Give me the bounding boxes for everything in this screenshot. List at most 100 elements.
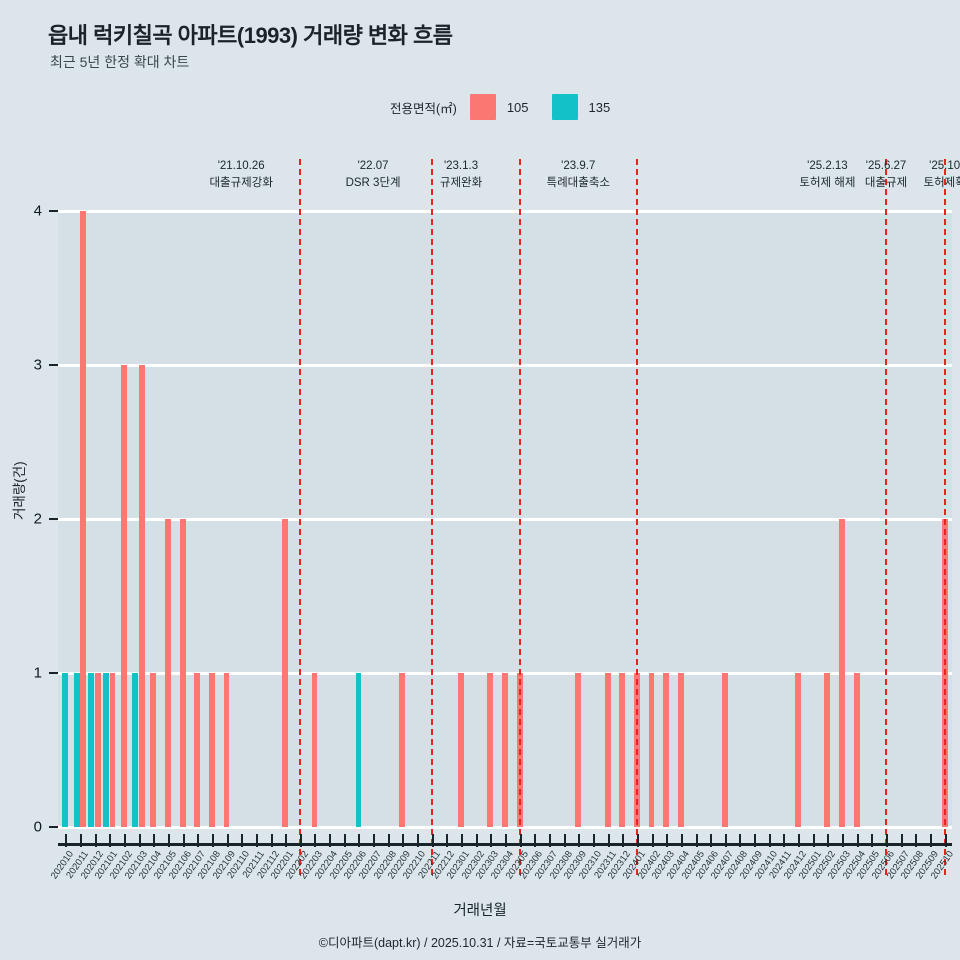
- x-tick-mark: [94, 834, 97, 847]
- chart-title: 읍내 럭키칠곡 아파트(1993) 거래량 변화 흐름: [48, 23, 453, 48]
- y-tick-mark: [49, 672, 58, 674]
- legend-swatch-105[interactable]: [469, 94, 496, 120]
- bar-105-202105[interactable]: [164, 519, 171, 827]
- x-tick-mark: [358, 834, 361, 847]
- event-text: 규제완화: [439, 176, 483, 189]
- bar-105-202502[interactable]: [824, 673, 831, 827]
- x-axis-label: 거래년월: [453, 903, 507, 919]
- bar-105-202304[interactable]: [502, 673, 508, 827]
- bar-105-202301[interactable]: [458, 673, 464, 827]
- bar-105-202503[interactable]: [839, 519, 845, 827]
- bar-105-202309[interactable]: [575, 673, 582, 827]
- bar-105-202103[interactable]: [138, 365, 145, 827]
- x-tick-mark: [680, 834, 683, 847]
- bar-105-202106[interactable]: [179, 519, 186, 827]
- x-tick-mark: [798, 834, 801, 847]
- bar-105-202101[interactable]: [109, 673, 116, 827]
- y-tick-label: 4: [33, 202, 42, 220]
- x-tick-mark: [710, 834, 713, 847]
- x-tick-mark: [783, 834, 786, 847]
- x-tick-mark: [79, 834, 82, 847]
- bar-105-202504[interactable]: [853, 673, 860, 827]
- event-date: '25.10: [929, 160, 960, 172]
- bar-105-202412[interactable]: [795, 673, 802, 827]
- x-tick-mark: [65, 834, 68, 847]
- bar-105-202109[interactable]: [223, 673, 230, 827]
- event-annotation: '21.10.26 대출규제강화: [209, 158, 272, 191]
- x-tick-mark: [856, 834, 859, 847]
- bar-105-202203[interactable]: [311, 673, 318, 827]
- x-tick-mark: [226, 834, 229, 847]
- x-tick-mark: [417, 834, 420, 847]
- event-date: '23.1.3: [443, 160, 479, 172]
- event-date: '22.07: [357, 160, 389, 172]
- event-annotation: '25.10 토허제확: [924, 158, 960, 191]
- bar-105-202407[interactable]: [721, 673, 728, 827]
- bar-135-202011[interactable]: [73, 673, 80, 827]
- event-marker-line: [299, 159, 302, 875]
- event-marker-line: [431, 159, 434, 875]
- x-tick-mark: [812, 834, 815, 847]
- x-tick-mark: [563, 834, 566, 847]
- x-tick-mark: [607, 834, 610, 847]
- x-tick-mark: [197, 834, 200, 847]
- x-tick-mark: [724, 834, 727, 847]
- x-tick-mark: [768, 834, 771, 847]
- x-tick-mark: [299, 834, 302, 847]
- x-tick-mark: [446, 834, 449, 847]
- y-tick-label: 3: [33, 356, 42, 374]
- event-date: '25.2.13: [807, 160, 848, 172]
- bar-105-202209[interactable]: [399, 673, 406, 827]
- x-tick-mark: [167, 834, 170, 847]
- y-tick-mark: [49, 826, 58, 828]
- x-tick-mark: [343, 834, 346, 847]
- x-tick-mark: [534, 834, 537, 847]
- bar-105-202303[interactable]: [487, 673, 494, 827]
- event-marker-line: [944, 159, 947, 875]
- bar-105-202402[interactable]: [648, 673, 655, 827]
- bar-135-202010[interactable]: [62, 673, 69, 827]
- bar-105-202104[interactable]: [150, 673, 157, 827]
- y-tick-label: 2: [33, 510, 42, 528]
- bar-105-202102[interactable]: [121, 365, 127, 827]
- chart-footer: ©디아파트(dapt.kr) / 2025.10.31 / 자료=국토교통부 실…: [318, 936, 642, 950]
- bar-105-202201[interactable]: [282, 519, 289, 827]
- x-tick-mark: [314, 834, 317, 847]
- x-tick-mark: [666, 834, 669, 847]
- bar-105-202403[interactable]: [663, 673, 670, 827]
- bar-135-202103[interactable]: [132, 673, 139, 827]
- x-tick-mark: [402, 834, 405, 847]
- bar-105-202107[interactable]: [194, 673, 201, 827]
- bar-105-202404[interactable]: [677, 673, 684, 827]
- event-text: DSR 3단계: [345, 176, 401, 189]
- event-text: 대출규제강화: [209, 176, 273, 189]
- bar-135-202012[interactable]: [88, 673, 95, 827]
- bar-105-202011[interactable]: [80, 211, 87, 827]
- bar-105-202012[interactable]: [94, 673, 101, 827]
- event-date: '21.10.26: [217, 160, 265, 172]
- x-tick-mark: [387, 834, 390, 847]
- legend-title: 전용면적(㎡): [390, 101, 457, 116]
- bar-135-202101[interactable]: [103, 673, 109, 827]
- x-tick-mark: [754, 834, 757, 847]
- x-tick-mark: [138, 834, 141, 847]
- event-annotation: '22.07 DSR 3단계: [346, 158, 401, 191]
- x-tick-mark: [285, 834, 288, 847]
- y-tick-mark: [49, 364, 58, 366]
- bar-105-202312[interactable]: [619, 673, 626, 827]
- x-tick-mark: [329, 834, 332, 847]
- event-annotation: '25.6.27 대출규제: [865, 158, 907, 191]
- event-date: '25.6.27: [865, 160, 907, 172]
- bar-135-202206[interactable]: [355, 673, 362, 827]
- event-marker-line: [885, 159, 888, 875]
- legend-swatch-135[interactable]: [551, 94, 578, 120]
- x-tick-mark: [578, 834, 581, 847]
- x-tick-mark: [695, 834, 698, 847]
- x-tick-mark: [915, 834, 918, 847]
- bar-105-202108[interactable]: [208, 673, 215, 827]
- x-tick-mark: [651, 834, 654, 847]
- x-tick-mark: [255, 834, 258, 847]
- x-tick-mark: [475, 834, 478, 847]
- event-text: 특례대출축소: [546, 176, 611, 189]
- bar-105-202311[interactable]: [604, 673, 611, 827]
